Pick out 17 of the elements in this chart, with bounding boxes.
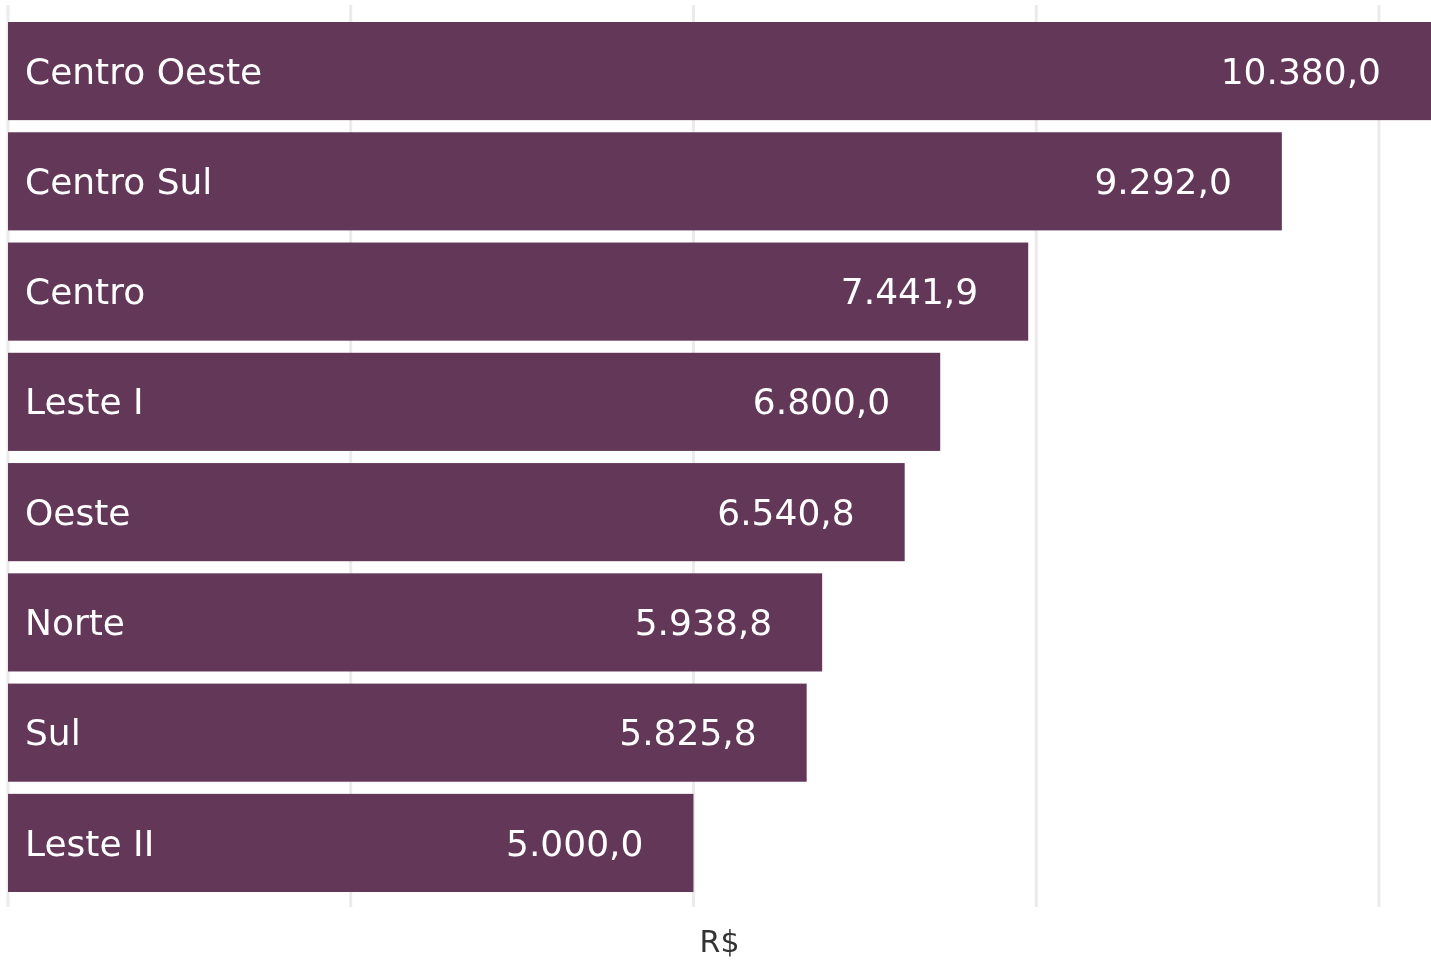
y-tick-label: Oeste — [25, 491, 131, 533]
y-tick-label: Leste II — [25, 822, 155, 864]
data-label: 5.825,8 — [619, 712, 757, 754]
data-label: 10.380,0 — [1220, 50, 1381, 92]
y-tick-label: Sul — [25, 712, 81, 754]
data-label: 6.540,8 — [717, 491, 855, 533]
y-tick-label: Norte — [25, 602, 126, 643]
data-label: 5.938,8 — [634, 602, 773, 643]
y-tick-label: Centro Sul — [25, 160, 213, 202]
y-tick-label: Centro — [25, 271, 146, 313]
y-tick-label: Leste I — [25, 381, 144, 423]
data-label: 5.000,0 — [506, 822, 644, 864]
data-label: 7.441,9 — [840, 271, 979, 313]
y-tick-label: Centro Oeste — [25, 50, 263, 92]
x-axis-title: R$ — [699, 924, 740, 959]
data-label: 6.800,0 — [752, 381, 891, 423]
data-label: 9.292,0 — [1094, 160, 1232, 202]
